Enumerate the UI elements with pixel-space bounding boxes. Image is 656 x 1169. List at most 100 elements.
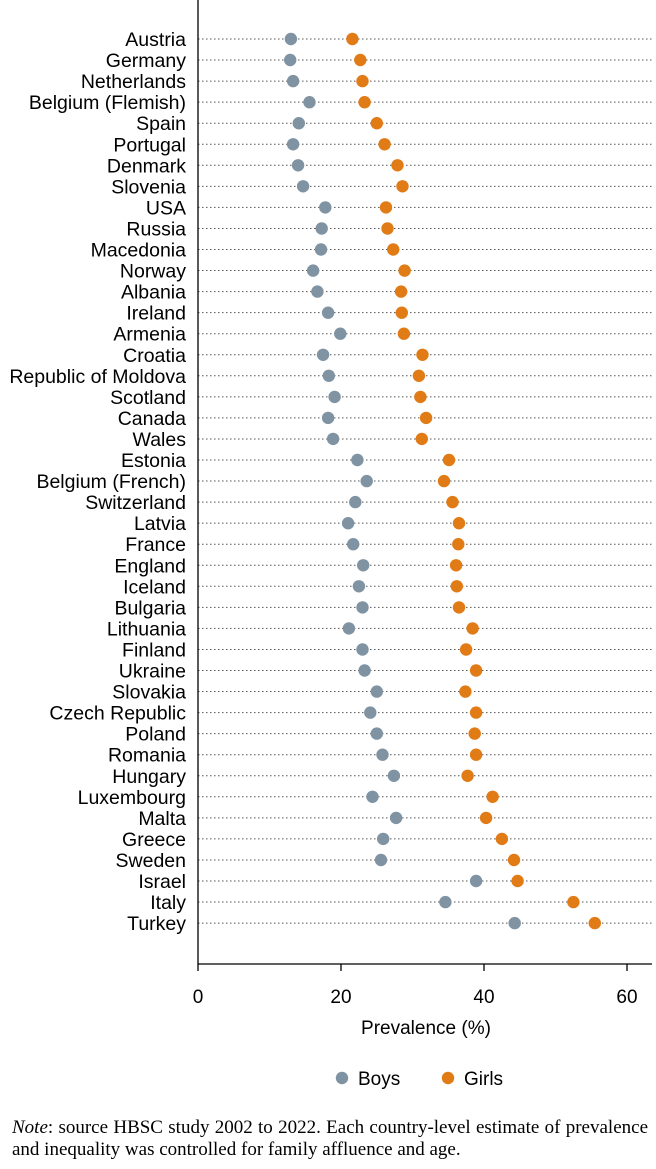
country-label: Scotland <box>110 387 186 409</box>
boys-point <box>316 348 330 361</box>
country-label: Russia <box>126 218 186 240</box>
boys-point <box>284 53 297 67</box>
country-label: Italy <box>150 892 186 914</box>
x-axis-label: Prevalence (%) <box>361 1018 491 1039</box>
boys-point <box>469 874 483 888</box>
country-label: England <box>114 555 186 577</box>
boys-point <box>376 748 389 761</box>
x-tick-label: 40 <box>473 987 494 1008</box>
girls-point <box>419 411 433 425</box>
girls-point <box>394 285 408 298</box>
boys-point <box>352 580 366 593</box>
boys-point <box>351 453 364 467</box>
boys-point <box>321 306 335 319</box>
boys-point <box>357 559 370 572</box>
boys-point <box>284 32 298 46</box>
boys-point <box>322 369 335 382</box>
country-label: Albania <box>121 282 186 304</box>
country-label: Armenia <box>113 324 186 346</box>
girls-point <box>356 74 369 88</box>
note-label: Note <box>12 1117 48 1138</box>
data-points <box>284 32 601 930</box>
boys-point <box>321 411 335 425</box>
boys-point <box>366 790 379 803</box>
boys-point <box>303 96 316 109</box>
country-label: Bulgaria <box>114 597 186 619</box>
country-label: Greece <box>122 829 186 851</box>
country-label: USA <box>146 197 186 219</box>
boys-point <box>360 474 373 488</box>
country-label: Norway <box>120 261 186 283</box>
boys-point <box>358 664 371 677</box>
boys-point <box>377 832 390 846</box>
girls-point <box>446 495 459 509</box>
boys-point <box>291 159 305 172</box>
grid-lines <box>198 38 652 924</box>
boys-point <box>306 264 320 277</box>
country-label: Croatia <box>123 345 186 367</box>
girls-point <box>398 264 411 277</box>
country-label: Romania <box>108 745 186 767</box>
boys-point <box>286 74 300 88</box>
girls-point <box>486 790 499 803</box>
girls-point <box>479 811 493 825</box>
girls-point <box>412 369 426 382</box>
girls-point <box>469 748 483 761</box>
country-label: Israel <box>138 871 186 893</box>
country-label: France <box>125 534 186 556</box>
country-label: Hungary <box>112 766 186 788</box>
girls-point <box>452 538 465 551</box>
country-label: Netherlands <box>81 71 186 93</box>
country-label: Denmark <box>107 155 186 177</box>
girls-point <box>416 348 429 361</box>
girls-point <box>354 53 367 67</box>
country-label: Sweden <box>116 850 186 872</box>
x-tick-label: 0 <box>193 987 204 1008</box>
girls-point <box>414 390 427 404</box>
girls-point <box>370 117 383 130</box>
girls-point <box>397 327 411 340</box>
boys-point <box>342 622 356 635</box>
girls-point <box>507 853 521 867</box>
boys-legend-marker <box>335 1071 349 1085</box>
girls-point <box>346 32 359 46</box>
country-label: Germany <box>106 50 186 72</box>
boys-point <box>374 853 388 867</box>
country-label: Poland <box>125 724 186 746</box>
girls-point <box>452 601 466 614</box>
girls-point <box>437 474 451 488</box>
country-label: Iceland <box>123 576 186 598</box>
country-label: Luxembourg <box>78 787 186 809</box>
girls-point <box>469 706 483 719</box>
girls-legend-marker <box>441 1071 455 1085</box>
x-tick-label: 20 <box>330 987 351 1008</box>
country-label: Ukraine <box>119 661 186 683</box>
girls-point <box>381 222 394 235</box>
country-label: Spain <box>136 113 186 135</box>
country-label: Republic of Moldova <box>9 366 186 388</box>
boys-legend-label: Boys <box>358 1069 400 1090</box>
boys-point <box>364 706 377 719</box>
boys-point <box>439 895 452 909</box>
girls-point <box>468 727 481 740</box>
boys-point <box>508 916 521 930</box>
country-label: Malta <box>138 808 186 830</box>
x-tick-label: 60 <box>616 987 637 1008</box>
girls-point <box>461 769 474 782</box>
girls-point <box>495 832 509 846</box>
country-label: Slovenia <box>111 176 186 198</box>
girls-point <box>511 874 524 888</box>
country-label: Estonia <box>121 450 186 472</box>
country-label: Belgium (Flemish) <box>29 92 186 114</box>
legend: Boys Girls <box>335 1069 503 1090</box>
girls-point <box>466 622 479 635</box>
girls-point <box>450 580 463 593</box>
girls-point <box>396 180 409 193</box>
country-label: Slovakia <box>112 682 186 704</box>
girls-point <box>379 201 393 214</box>
girls-point <box>415 432 428 446</box>
country-label: Latvia <box>134 513 186 535</box>
boys-point <box>292 117 305 130</box>
country-label: Ireland <box>126 303 186 325</box>
